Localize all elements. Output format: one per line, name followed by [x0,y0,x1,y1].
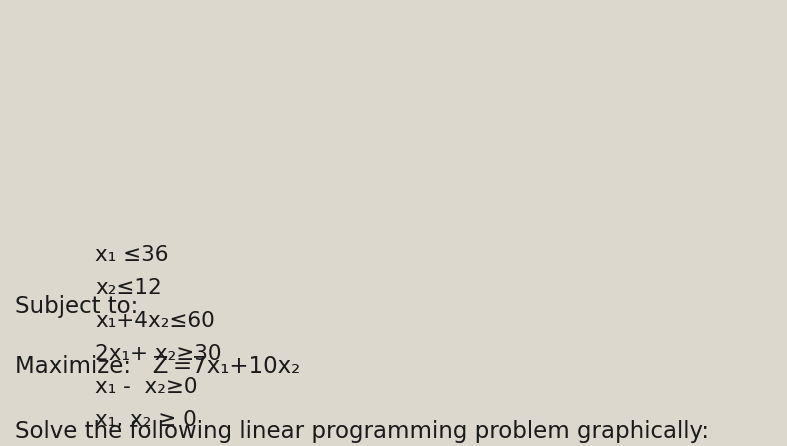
Text: x₁ ≤36: x₁ ≤36 [95,245,168,265]
Text: Maximize:   Z =7x₁+10x₂: Maximize: Z =7x₁+10x₂ [15,355,301,378]
Text: x₂≤12: x₂≤12 [95,278,162,298]
Text: x₁, x₂ ≥ 0: x₁, x₂ ≥ 0 [95,410,197,430]
Text: Solve the following linear programming problem graphically:: Solve the following linear programming p… [15,420,709,443]
Text: 2x₁+ x₂≥30: 2x₁+ x₂≥30 [95,344,221,364]
Text: x₁+4x₂≤60: x₁+4x₂≤60 [95,311,215,331]
Text: Subject to:: Subject to: [15,295,139,318]
Text: x₁ -  x₂≥0: x₁ - x₂≥0 [95,377,198,397]
